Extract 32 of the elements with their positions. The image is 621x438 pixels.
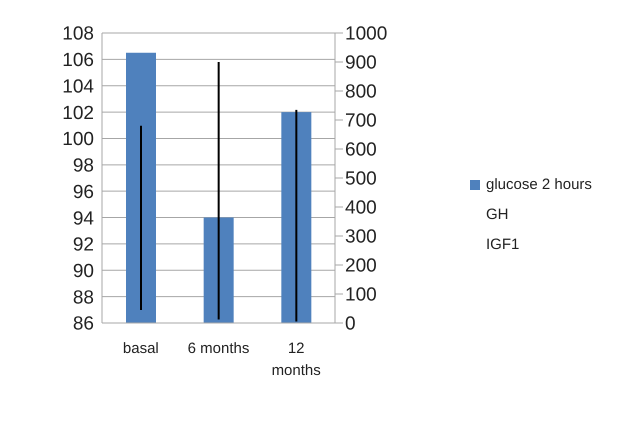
y-tick-label: 104 <box>62 76 94 98</box>
y2-tick-label: 100 <box>345 284 377 306</box>
y-tick-label: 106 <box>62 50 94 72</box>
y-tick-label: 92 <box>72 234 94 256</box>
legend-label: glucose 2 hours <box>486 175 592 195</box>
y-tick-label: 86 <box>72 314 94 335</box>
x-tick-label: 12 months <box>272 340 321 379</box>
y2-tick-label: 900 <box>345 52 377 74</box>
y2-tick-label: 300 <box>345 226 377 248</box>
y-tick-label: 108 <box>62 24 94 45</box>
y2-tick-label: 0 <box>345 314 356 335</box>
x-tick-label: basal <box>122 340 159 357</box>
y2-tick-label: 200 <box>345 256 377 277</box>
y2-tick-label: 400 <box>345 198 377 219</box>
y-tick-label: 98 <box>72 156 94 177</box>
text: GH <box>485 205 510 225</box>
y2-tick-label: 600 <box>345 140 377 161</box>
x-tick-label: 6 months <box>188 340 250 357</box>
y2-tick-label: 1000 <box>345 24 388 45</box>
y-tick-label: 90 <box>72 261 94 282</box>
y-tick-label: 88 <box>72 287 94 308</box>
y-tick-label: 102 <box>62 102 94 124</box>
y-tick-label: 96 <box>72 182 94 203</box>
y-tick-label: 100 <box>62 129 94 150</box>
y2-tick-label: 800 <box>345 82 377 103</box>
y2-tick-label: 700 <box>345 110 377 132</box>
bar <box>295 110 298 322</box>
y-tick-label: 94 <box>72 208 94 230</box>
text: IGF1 <box>485 235 520 255</box>
y2-tick-label: 500 <box>345 168 377 190</box>
bar <box>218 62 220 320</box>
bar <box>140 126 142 310</box>
